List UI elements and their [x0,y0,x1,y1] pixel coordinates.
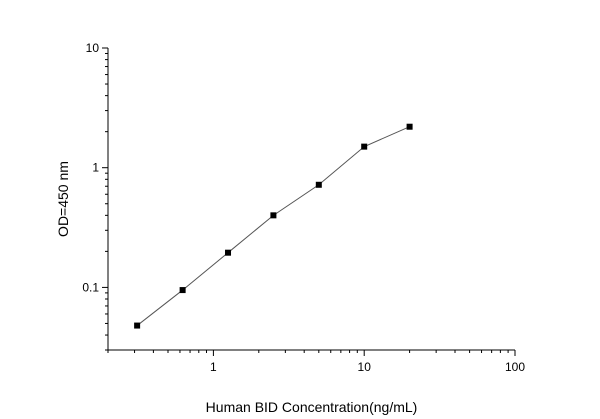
y-tick-label: 10 [86,41,100,55]
data-point [225,249,232,256]
x-tick-label: 100 [505,360,525,374]
series-line [136,126,410,326]
data-point [406,123,413,130]
data-point [361,143,368,150]
y-tick-label: 0.1 [82,280,99,294]
x-tick-label: 10 [358,360,372,374]
data-point [315,181,322,188]
x-tick-label: 1 [210,360,217,374]
y-tick-label: 1 [92,161,99,175]
data-point [134,322,141,329]
x-ticks: 1 10 100 [107,350,525,374]
x-axis-label: Human BID Concentration(ng/mL) [206,399,418,415]
data-point [179,287,186,294]
data-point [270,212,277,219]
y-axis-label: OD=450 nm [55,161,71,237]
axes [107,48,515,351]
plot-area [134,123,413,329]
y-ticks: 0.1 1 10 [82,41,108,351]
